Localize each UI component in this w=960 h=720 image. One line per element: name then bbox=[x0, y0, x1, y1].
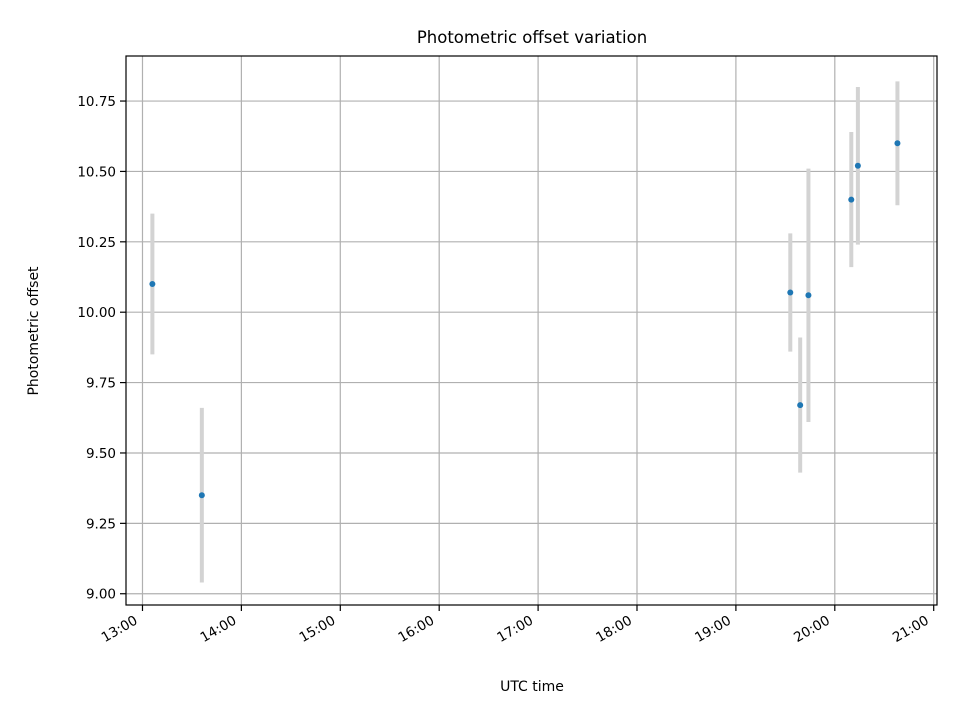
x-tick-label: 13:00 bbox=[99, 613, 141, 646]
x-axis: 13:00 14:00 15:00 16:00 17:00 18:00 19:00 20:00… bbox=[99, 605, 935, 646]
data-point bbox=[787, 289, 794, 296]
grid bbox=[126, 56, 937, 605]
x-tick-label: 18:00 bbox=[593, 613, 635, 646]
data-point bbox=[198, 492, 205, 499]
x-tick-label: 19:00 bbox=[692, 613, 734, 646]
x-axis-label: UTC time bbox=[500, 679, 564, 695]
data-point bbox=[149, 281, 156, 288]
error-bars bbox=[150, 81, 900, 583]
data-point bbox=[848, 196, 855, 203]
data-point bbox=[805, 292, 812, 299]
x-tick-label: 15:00 bbox=[297, 613, 339, 646]
y-tick-label: 9.50 bbox=[86, 446, 116, 462]
data-point bbox=[894, 140, 901, 147]
chart-title: Photometric offset variation bbox=[417, 28, 647, 47]
data-points bbox=[149, 140, 901, 499]
x-tick-label: 17:00 bbox=[494, 613, 536, 646]
x-tick-label: 16:00 bbox=[395, 613, 437, 646]
y-axis-label: Photometric offset bbox=[26, 266, 42, 396]
x-tick-label: 14:00 bbox=[198, 613, 240, 646]
y-tick-label: 9.75 bbox=[86, 376, 116, 392]
y-tick-label: 10.75 bbox=[77, 94, 116, 110]
plot-frame bbox=[125, 55, 938, 606]
y-tick-label: 10.50 bbox=[77, 164, 116, 180]
x-tick-label: 20:00 bbox=[791, 613, 833, 646]
data-point bbox=[797, 402, 804, 409]
x-tick-label: 21:00 bbox=[890, 613, 932, 646]
y-axis: 9.00 9.25 9.50 9.75 10.00 10.25 10.50 10.75 bbox=[77, 94, 126, 603]
data-point bbox=[854, 162, 861, 169]
y-tick-label: 9.25 bbox=[86, 516, 116, 532]
y-tick-label: 10.00 bbox=[77, 305, 116, 321]
y-tick-label: 10.25 bbox=[77, 235, 116, 251]
y-tick-label: 9.00 bbox=[86, 587, 116, 603]
